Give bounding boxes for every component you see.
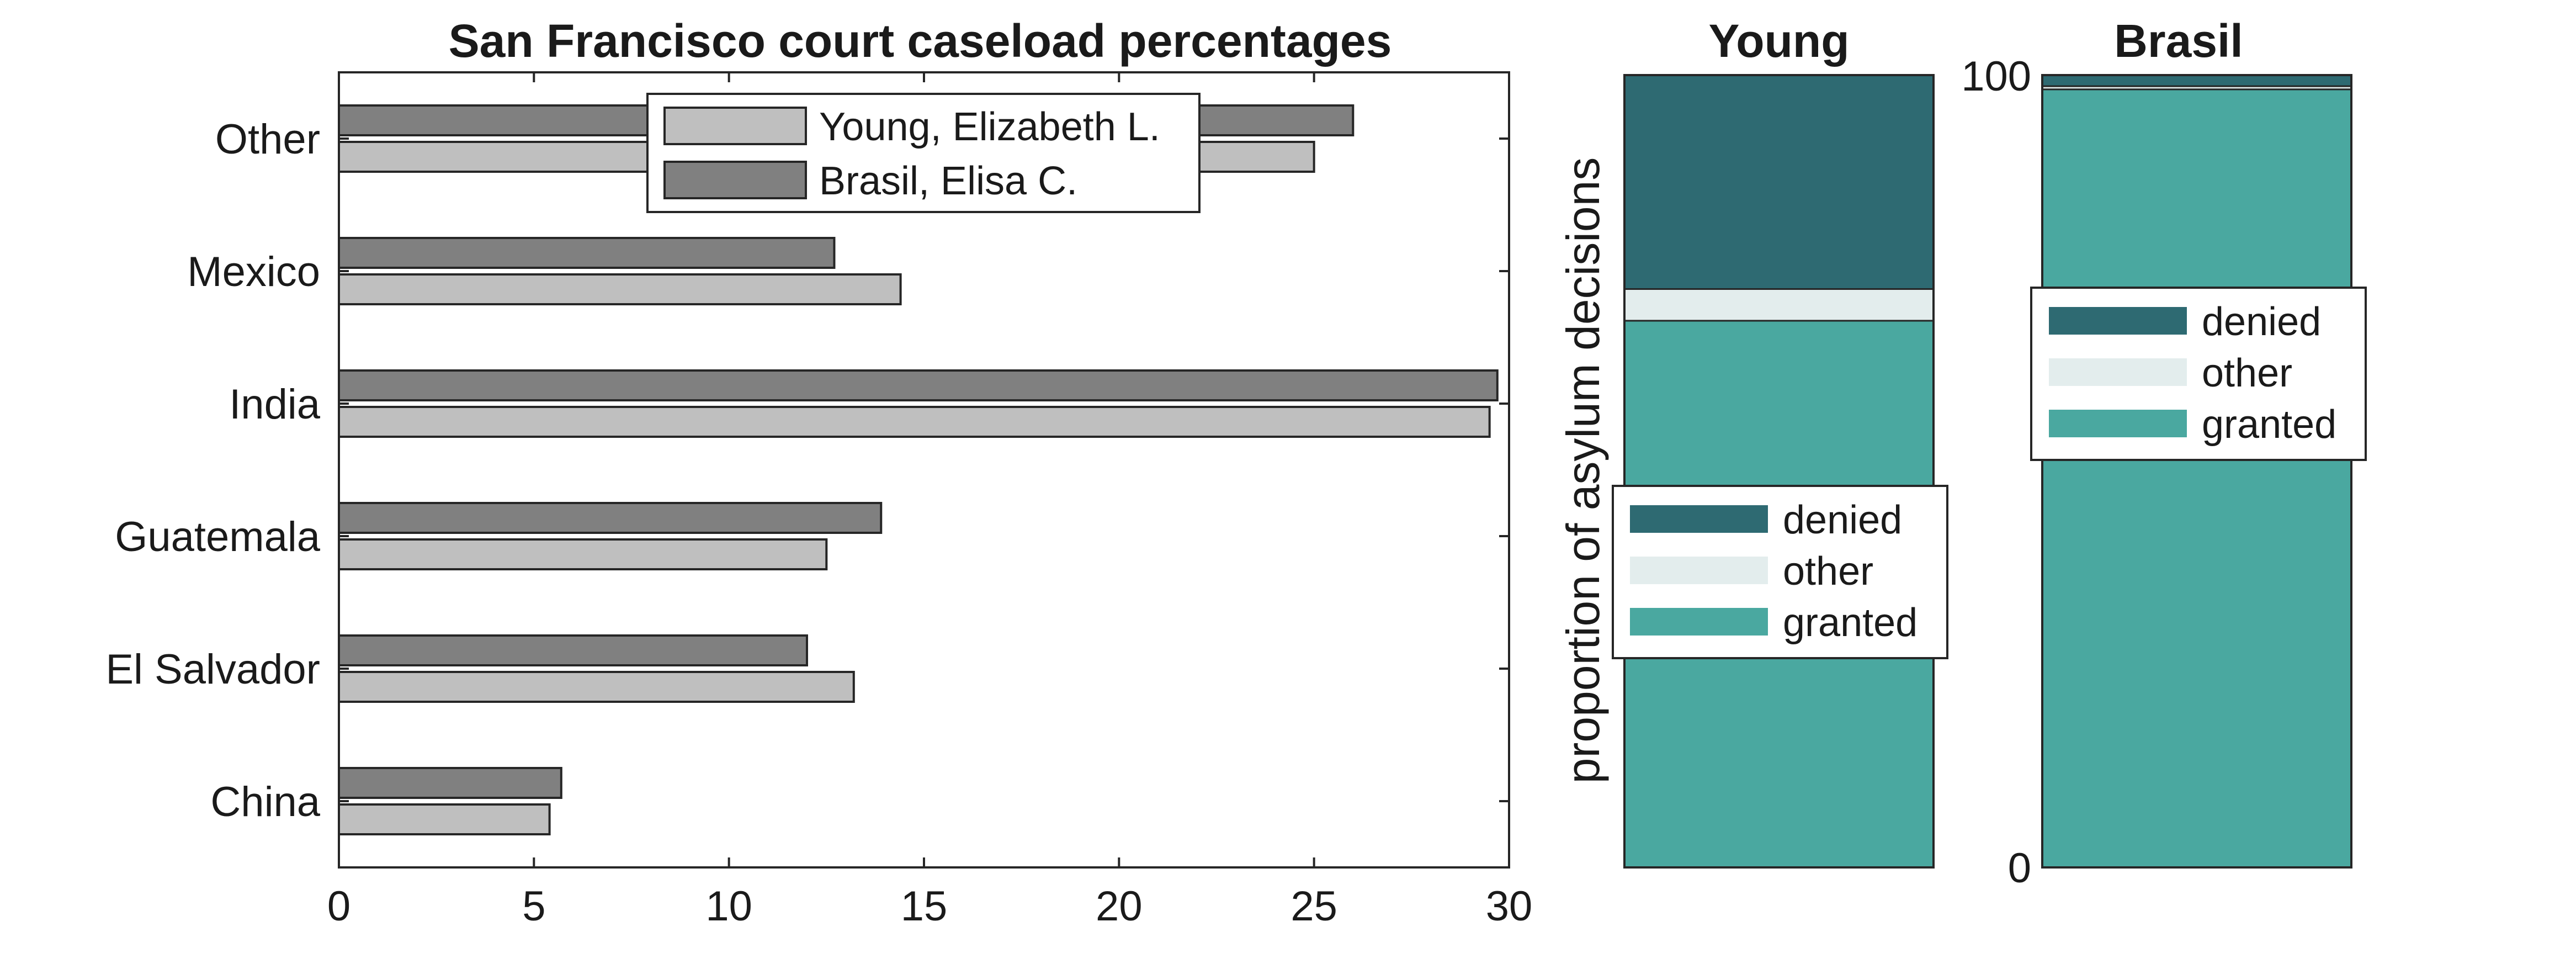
brasil-decisions-chart: Brasil 100 0 denied other granted: [1961, 15, 2367, 892]
x-tick-label-0: 0: [327, 883, 350, 930]
brasil-chart-title: Brasil: [2114, 15, 2243, 67]
x-tick-label-20: 20: [1096, 883, 1143, 930]
bar-young-india: [338, 406, 1491, 438]
caseload-chart-title: San Francisco court caseload percentages: [449, 15, 1392, 67]
young-segment-other: [1623, 288, 1935, 322]
bar-brasil-guatemala: [338, 502, 883, 534]
category-label-other: Other: [215, 116, 320, 163]
category-label-india: India: [229, 381, 321, 428]
brasil-legend-label-denied: denied: [2202, 300, 2321, 344]
x-tick-label-10: 10: [705, 883, 752, 930]
brasil-legend-label-other: other: [2202, 351, 2292, 395]
brasil-segment-granted: [2041, 88, 2352, 869]
young-plot-frame: [1623, 74, 1935, 869]
legend-swatch-brasil: [663, 161, 807, 199]
brasil-y-tick-0: 0: [2008, 845, 2031, 892]
caseload-legend: Young, Elizabeth L. Brasil, Elisa C.: [646, 93, 1201, 213]
young-legend-label-granted: granted: [1783, 601, 1918, 645]
brasil-y-tick-100: 100: [1961, 53, 2031, 100]
brasil-legend-swatch-other: [2049, 358, 2187, 386]
young-stacked-bar: [1623, 74, 1935, 869]
category-label-guatemala: Guatemala: [115, 513, 320, 560]
young-y-axis-label: proportion of asylum decisions: [1557, 157, 1609, 784]
bar-young-guatemala: [338, 538, 828, 570]
young-legend-swatch-granted: [1630, 608, 1768, 636]
x-tick-label-15: 15: [901, 883, 948, 930]
caseload-chart: San Francisco court caseload percentages…: [105, 15, 1532, 930]
category-label-china: China: [210, 779, 320, 825]
bar-young-el-salvador: [338, 671, 855, 703]
bar-young-china: [338, 803, 551, 835]
x-tick-label-30: 30: [1486, 883, 1533, 930]
category-label-el-salvador: El Salvador: [105, 646, 320, 693]
bar-brasil-mexico: [338, 237, 836, 269]
brasil-legend-swatch-denied: [2049, 307, 2187, 335]
young-decisions-chart: Young proportion of asylum decisions den…: [1557, 15, 1948, 869]
category-label-mexico: Mexico: [187, 248, 320, 295]
brasil-legend: denied other granted: [2030, 287, 2367, 461]
young-legend-label-denied: denied: [1783, 498, 1902, 542]
x-tick-label-5: 5: [522, 883, 545, 930]
brasil-plot-frame: [2041, 74, 2352, 869]
caseload-category-labels: China El Salvador Guatemala India Mexico Othe…: [105, 116, 1509, 825]
young-legend: denied other granted: [1612, 485, 1948, 659]
young-legend-swatch-denied: [1630, 505, 1768, 533]
bar-brasil-china: [338, 767, 562, 799]
young-chart-title: Young: [1708, 15, 1849, 67]
young-legend-swatch-other: [1630, 557, 1768, 584]
brasil-legend-label-granted: granted: [2202, 403, 2336, 447]
bar-brasil-el-salvador: [338, 634, 808, 666]
bar-young-mexico: [338, 273, 902, 305]
legend-swatch-young: [663, 107, 807, 145]
young-segment-denied: [1623, 74, 1935, 290]
brasil-segment-denied: [2041, 74, 2352, 87]
bar-brasil-india: [338, 369, 1499, 401]
young-legend-label-other: other: [1783, 549, 1873, 594]
caseload-x-ticks: 0 5 10 15 20 25 30: [327, 72, 1532, 930]
legend-label-young: Young, Elizabeth L.: [819, 105, 1160, 149]
x-tick-label-25: 25: [1290, 883, 1337, 930]
legend-label-brasil: Brasil, Elisa C.: [819, 159, 1077, 203]
brasil-stacked-bar: [2041, 74, 2352, 869]
brasil-legend-swatch-granted: [2049, 410, 2187, 437]
